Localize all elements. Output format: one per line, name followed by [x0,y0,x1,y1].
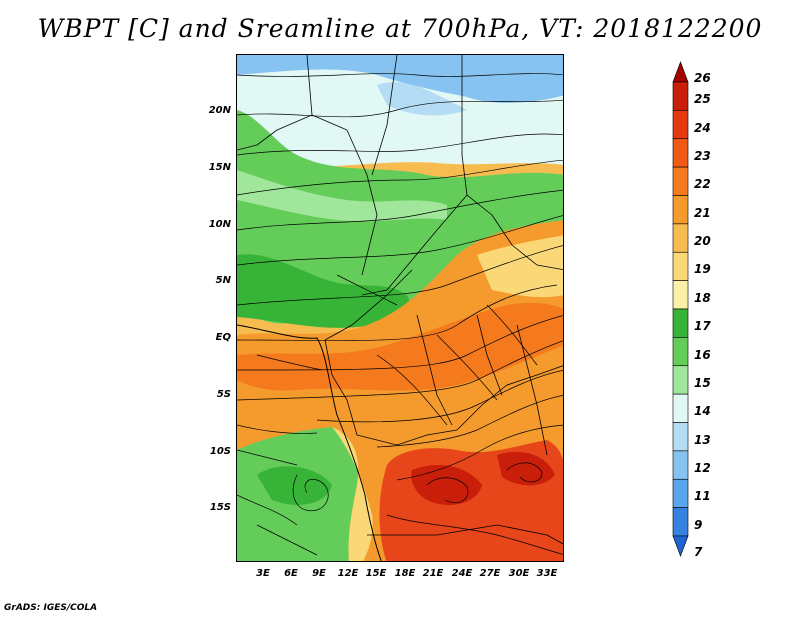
colorbar-box [672,535,689,557]
colorbar-label: 17 [694,319,711,334]
lon-label-24e: 24E [451,568,473,579]
lon-label-9e: 9E [312,568,326,579]
lon-label-21e: 21E [422,568,444,579]
map-panel [236,54,564,562]
colorbar-label: 21 [694,205,711,220]
colorbar-label: 13 [694,432,711,447]
colorbar-label: 16 [694,347,711,362]
colorbar-box [672,337,689,367]
colorbar-box [672,308,689,338]
colorbar-label: 26 [694,71,711,85]
green-band-dark [237,254,409,328]
footer-credit: GrADS: IGES/COLA [4,603,98,613]
lon-label-18e: 18E [394,568,416,579]
lon-label-6e: 6E [284,568,298,579]
lon-label-30e: 30E [508,568,530,579]
lat-label-20n: 20N [208,105,231,116]
lon-label-27e: 27E [479,568,501,579]
chart-title: WBPT [C] and Sreamline at 700hPa, VT: 20… [37,14,763,43]
colorbar-label: 12 [694,461,711,476]
coastline [237,324,382,561]
colorbar-box [672,251,689,281]
colorbar-label: 7 [694,545,703,559]
colorbar-label: 9 [694,517,703,532]
lat-label-5s: 5S [216,389,231,400]
lat-label-10n: 10N [208,219,231,230]
colorbar-box [672,280,689,310]
lon-label-3e: 3E [256,568,270,579]
lat-label-5n: 5N [215,275,231,286]
east-yellow-band [477,235,563,298]
colorbar-boxes [672,61,689,557]
hot-core-1 [411,465,482,505]
colorbar-box [672,223,689,253]
colorbar-box [672,422,689,452]
lon-label-15e: 15E [365,568,387,579]
colorbar-box [672,393,689,423]
lat-label-15s: 15S [209,502,231,513]
colorbar-box [672,507,689,537]
cold-patch [377,82,467,116]
streamlines [237,73,563,556]
colorbar-box [672,166,689,196]
lon-label-33e: 33E [536,568,558,579]
cold-region-north [237,55,563,103]
colorbar-box [672,195,689,225]
colorbar-box [672,61,689,83]
country-borders [237,55,563,545]
lat-label-15n: 15N [208,162,231,173]
colorbar-label: 25 [694,92,711,107]
colorbar-box [672,478,689,508]
colorbar-box [672,138,689,168]
colorbar-label: 11 [694,489,711,504]
colorbar-label: 14 [694,404,711,419]
colorbar-box [672,81,689,111]
warm-band [237,302,563,391]
map-svg [237,55,563,561]
light-green-band [237,170,447,222]
colorbar-label: 18 [694,290,711,305]
colorbar-label: 22 [694,177,711,192]
colorbar-box [672,110,689,140]
coastal-yellow [332,427,373,561]
colorbar-box [672,365,689,395]
colorbar-box [672,450,689,480]
hot-core-2 [497,451,555,486]
lat-label-10s: 10S [209,446,231,457]
colorbar-label: 20 [694,234,711,249]
southwest-dark-green [257,466,332,505]
colorbar-label: 23 [694,148,711,163]
lat-label-eq: EQ [215,332,231,343]
colorbar-label: 19 [694,262,711,277]
colorbar-label: 15 [694,375,711,390]
lon-label-12e: 12E [337,568,359,579]
colorbar-label: 24 [694,120,711,135]
